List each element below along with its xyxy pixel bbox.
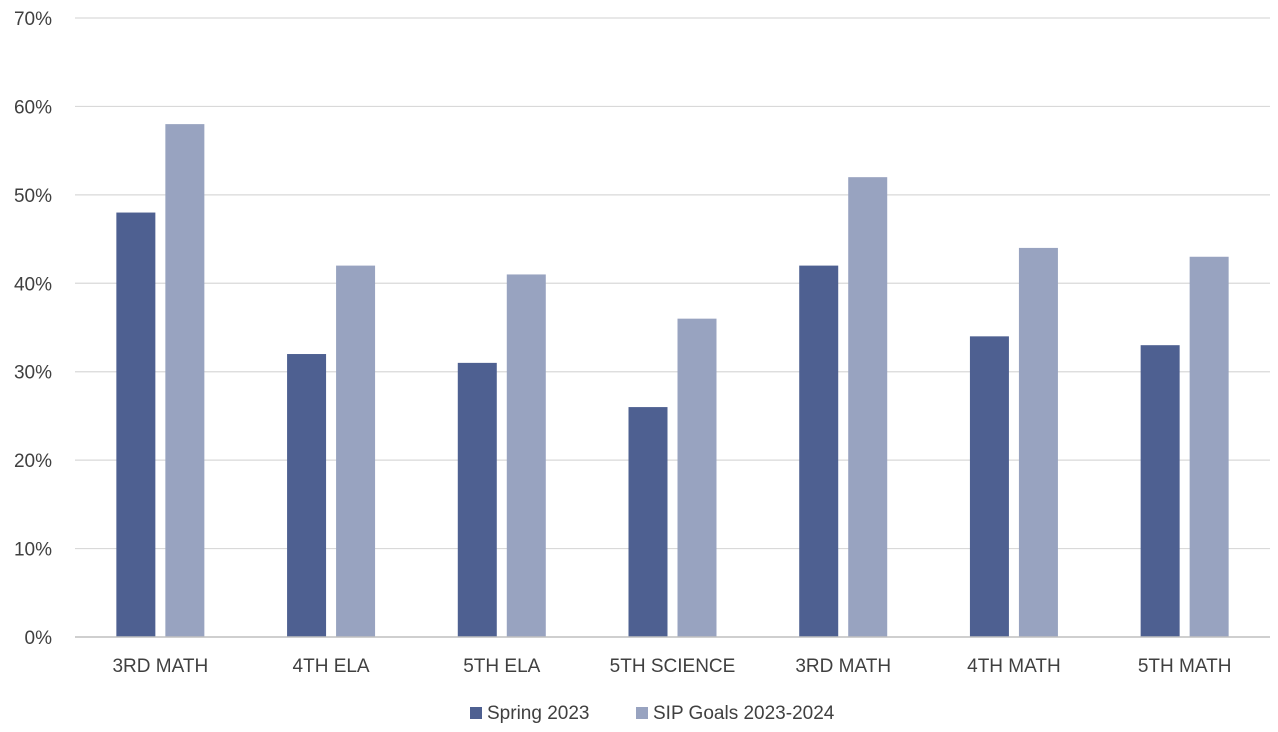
- y-tick-label: 0%: [25, 628, 53, 649]
- bar: [116, 212, 156, 638]
- bar: [336, 265, 376, 637]
- bar: [165, 124, 205, 638]
- bar: [799, 265, 839, 637]
- x-tick-label: 3RD MATH: [112, 656, 208, 677]
- y-axis-tick-labels: 0% 10% 20% 30% 40% 50% 60% 70%: [14, 9, 52, 649]
- x-tick-label: 3RD MATH: [795, 656, 891, 677]
- y-tick-label: 60%: [14, 97, 52, 118]
- x-axis-category-labels: 3RD MATH 4TH ELA 5TH ELA 5TH SCIENCE 3RD MAT…: [112, 656, 1231, 677]
- bars: [116, 124, 1229, 638]
- bar: [506, 274, 546, 637]
- y-tick-label: 70%: [14, 9, 52, 30]
- x-tick-label: 5TH ELA: [463, 656, 540, 677]
- x-tick-label: 4TH ELA: [293, 656, 370, 677]
- legend: Spring 2023 SIP Goals 2023-2024: [470, 703, 835, 724]
- x-tick-label: 5TH SCIENCE: [610, 656, 736, 677]
- bar: [848, 177, 888, 637]
- bar: [628, 407, 668, 637]
- y-tick-label: 10%: [14, 540, 52, 561]
- x-tick-label: 4TH MATH: [967, 656, 1061, 677]
- bar: [677, 318, 717, 637]
- bar: [1140, 345, 1180, 637]
- y-tick-label: 30%: [14, 363, 52, 384]
- legend-swatch: [470, 707, 482, 719]
- y-tick-label: 40%: [14, 274, 52, 295]
- y-tick-label: 50%: [14, 186, 52, 207]
- bar: [1189, 256, 1229, 637]
- legend-label: Spring 2023: [487, 703, 589, 724]
- bar: [969, 336, 1009, 637]
- bar: [1018, 247, 1058, 637]
- legend-label: SIP Goals 2023-2024: [653, 703, 835, 724]
- bar: [457, 362, 497, 637]
- legend-swatch: [636, 707, 648, 719]
- y-tick-label: 20%: [14, 451, 52, 472]
- bar: [287, 354, 327, 637]
- x-tick-label: 5TH MATH: [1138, 656, 1232, 677]
- gridlines: [75, 17, 1270, 550]
